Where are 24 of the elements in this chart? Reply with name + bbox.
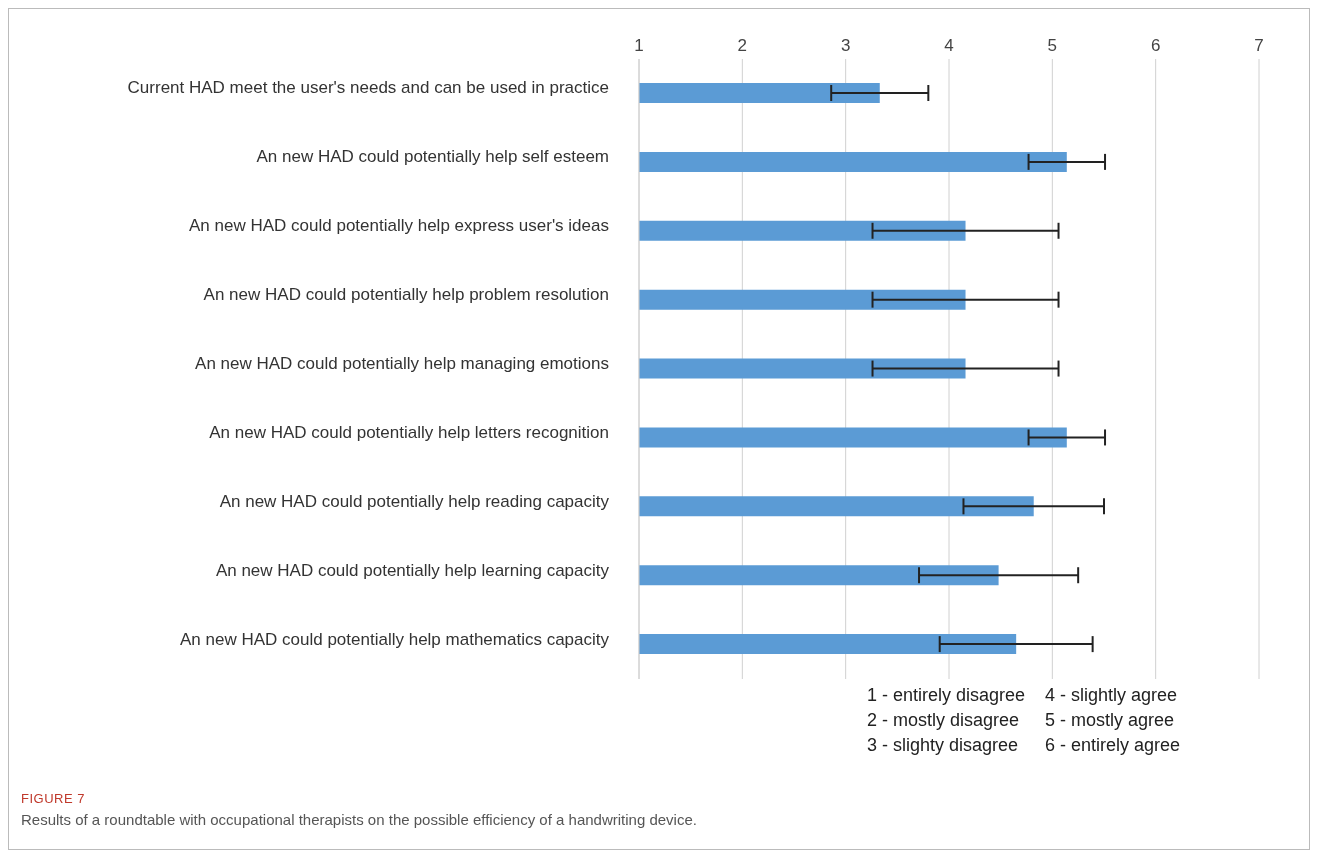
y-tick-label: An new HAD could potentially help learning capacity	[215, 560, 610, 580]
y-tick-label: An new HAD could potentially help mathematics capacity	[180, 629, 610, 649]
y-tick-label: An new HAD could potentially help self esteem	[256, 147, 609, 167]
y-tick-label: An new HAD could potentially help reading capacity	[219, 491, 610, 511]
y-tick-label: An new HAD could potentially help problem resolution	[203, 285, 609, 305]
y-tick-label: Current HAD meet the user's needs and can be used in practice	[127, 78, 609, 98]
x-tick-label: 2	[737, 36, 748, 55]
text: 3 - slighty disagree	[867, 735, 1020, 756]
text: 2 - mostly disagree	[867, 710, 1021, 731]
y-tick-label: An new HAD could potentially help managing emotions	[195, 354, 609, 373]
caption: FIGURE 7	[21, 791, 85, 806]
x-tick-label: 5	[1047, 36, 1058, 55]
x-tick-label: 3	[840, 36, 851, 55]
text: Results of a roundtable with occupational therapists on the possible efficiency of a handwriting device.	[21, 811, 697, 828]
x-tick-label: 7	[1254, 36, 1264, 55]
text: 1 - entirely disagree	[867, 685, 1027, 706]
x-tick-label: 1	[634, 36, 644, 55]
text: 5 - mostly agree	[1045, 710, 1176, 731]
x-tick-label: 4	[944, 36, 954, 55]
y-tick-label: An new HAD could potentially help express user's ideas	[189, 216, 609, 236]
y-tick-label: An new HAD could potentially help letters recognition	[209, 422, 609, 442]
text: 4 - slightly agree	[1045, 685, 1179, 706]
text: 6 - entirely agree	[1045, 735, 1182, 756]
x-tick-label: 6	[1150, 36, 1161, 55]
